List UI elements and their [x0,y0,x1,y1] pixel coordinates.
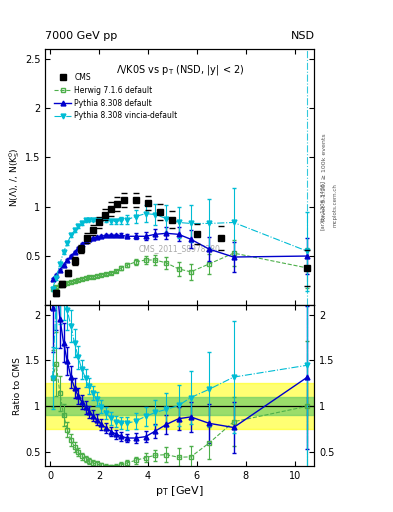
Text: NSD: NSD [290,31,314,41]
Bar [45,383,314,429]
Text: [arXiv:1306.3436]: [arXiv:1306.3436] [320,180,325,230]
Text: mcplots.cern.ch: mcplots.cern.ch [332,183,337,227]
Text: $\Lambda$/K0S vs p$_{\rm T}$ (NSD, |y| < 2): $\Lambda$/K0S vs p$_{\rm T}$ (NSD, |y| <… [116,63,244,77]
Y-axis label: Ratio to CMS: Ratio to CMS [13,357,22,415]
Y-axis label: N($\Lambda$), /, N(K$^0_{\rm S}$): N($\Lambda$), /, N(K$^0_{\rm S}$) [7,147,22,207]
Text: 7000 GeV pp: 7000 GeV pp [45,31,118,41]
Bar [45,397,314,415]
Y-axis label: Rivet 3.1.10, ≥ 100k events: Rivet 3.1.10, ≥ 100k events [322,133,327,221]
Text: CMS_2011_S8978280: CMS_2011_S8978280 [139,244,221,253]
Legend: CMS, Herwig 7.1.6 default, Pythia 8.308 default, Pythia 8.308 vincia-default: CMS, Herwig 7.1.6 default, Pythia 8.308 … [54,73,178,120]
X-axis label: p$_{\rm T}$ [GeV]: p$_{\rm T}$ [GeV] [156,483,204,498]
